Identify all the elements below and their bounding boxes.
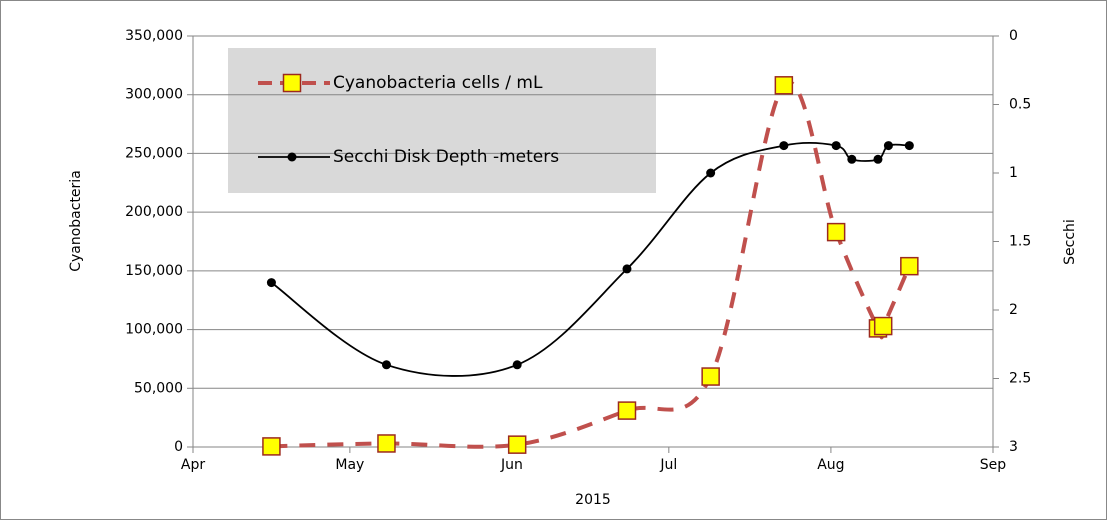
data-point [381,360,391,370]
data-point [617,401,637,420]
y-tick-label: 200,000 [125,204,183,220]
y-axis-title: Cyanobacteria [68,170,84,272]
data-point [779,141,789,151]
data-point [701,367,720,386]
data-point [262,437,281,456]
data-point [873,154,883,164]
legend-label: Cyanobacteria cells / mL [333,73,543,93]
legend-marker [282,73,302,93]
x-tick-label: Sep [980,457,1007,473]
data-point [904,141,914,151]
y2-tick-label: 2.5 [1009,371,1031,387]
y-tick-label: 50,000 [134,380,183,396]
x-tick-label: Jun [500,457,523,473]
y2-tick-label: 1 [1009,165,1018,181]
data-point [622,264,632,274]
data-point [774,76,794,95]
x-tick-label: May [335,457,364,473]
data-point [706,168,716,178]
legend-label: Secchi Disk Depth -meters [333,147,559,167]
y2-tick-label: 1.5 [1009,234,1031,250]
data-point [883,141,893,151]
y2-axis-title: Secchi [1062,219,1078,265]
x-tick-label: Aug [817,457,844,473]
y2-tick-label: 0.5 [1009,97,1031,113]
x-tick-label: Apr [181,457,205,473]
data-point [900,256,919,276]
y-tick-label: 100,000 [125,322,183,338]
series-line [271,80,912,449]
data-point [377,434,396,453]
y2-tick-label: 2 [1009,302,1018,318]
x-axis-title: 2015 [575,492,611,508]
data-point [507,435,527,454]
data-point [512,360,522,370]
y2-tick-label: 3 [1009,439,1018,455]
x-tick-label: Jul [659,457,677,473]
legend-marker [287,152,297,162]
y2-tick-label: 0 [1009,28,1018,44]
y-tick-label: 150,000 [125,263,183,279]
y-tick-label: 0 [174,439,183,455]
data-point [826,222,846,242]
data-point [831,141,841,151]
data-point [266,278,276,288]
y-tick-label: 250,000 [125,145,183,161]
y-tick-label: 300,000 [125,87,183,103]
data-point [847,154,857,164]
legend-box [228,48,656,193]
y-tick-label: 350,000 [125,28,183,44]
data-point [873,316,893,336]
